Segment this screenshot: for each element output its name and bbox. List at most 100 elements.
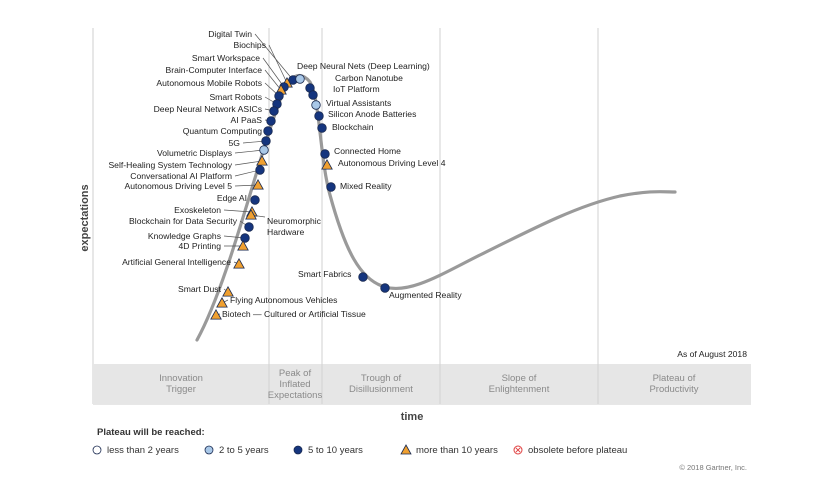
marker-triangle bbox=[210, 308, 222, 320]
legend-item-5-to-10-years: 5 to 10 years bbox=[293, 445, 363, 456]
tech-label: Neuromorphic bbox=[267, 216, 322, 226]
tech-label: Silicon Anode Batteries bbox=[328, 109, 416, 119]
marker-circle bbox=[358, 272, 368, 282]
date-note: As of August 2018 bbox=[677, 349, 747, 359]
tech-blockchain-for-data-security: Blockchain for Data Security bbox=[129, 216, 254, 232]
marker-triangle bbox=[222, 285, 234, 297]
marker-triangle bbox=[216, 296, 228, 308]
tech-label: Quantum Computing bbox=[183, 126, 263, 136]
marker-circle bbox=[240, 233, 250, 243]
phase-label-3: Disillusionment bbox=[349, 384, 413, 395]
legend-label: obsolete before plateau bbox=[528, 445, 627, 456]
tech-label: Smart Workspace bbox=[192, 53, 260, 63]
tech-label: Mixed Reality bbox=[340, 181, 392, 191]
tech-flying-autonomous-vehicles: Flying Autonomous Vehicles bbox=[216, 295, 337, 308]
phase-label-1: Innovation bbox=[159, 373, 203, 384]
tech-label: Volumetric Displays bbox=[157, 148, 232, 158]
tech-label: Smart Dust bbox=[178, 284, 222, 294]
marker-triangle bbox=[252, 178, 264, 190]
leader-line bbox=[234, 160, 263, 166]
tech-label: Conversational AI Platform bbox=[130, 171, 232, 181]
tech-augmented-reality: Augmented Reality bbox=[380, 283, 462, 300]
legend-item-obsolete-before-plateau: obsolete before plateau bbox=[513, 445, 627, 456]
tech-label: Autonomous Driving Level 4 bbox=[338, 158, 446, 168]
y-axis-label: expectations bbox=[79, 184, 91, 251]
tech-label: Autonomous Mobile Robots bbox=[156, 78, 262, 88]
tech-edge-ai: Edge AI bbox=[217, 193, 260, 205]
legend-label: more than 10 years bbox=[416, 445, 498, 456]
tech-iot-platform: IoT Platform bbox=[308, 84, 380, 100]
tech-connected-home: Connected Home bbox=[320, 146, 401, 159]
marker-circle bbox=[250, 195, 260, 205]
tech-smart-dust: Smart Dust bbox=[178, 284, 234, 297]
tech-deep-neural-nets-deep-learning: Deep Neural Nets (Deep Learning) bbox=[295, 61, 430, 84]
leader-line bbox=[264, 69, 282, 91]
tech-smart-fabrics: Smart Fabrics bbox=[298, 269, 368, 282]
phase-label-3: Trough of bbox=[361, 373, 402, 384]
leader-line bbox=[234, 184, 259, 187]
tech-label: Flying Autonomous Vehicles bbox=[230, 295, 337, 305]
tech-label: 4D Printing bbox=[178, 241, 221, 251]
marker-circle bbox=[308, 90, 318, 100]
tech-label: Artificial General Intelligence bbox=[122, 257, 231, 267]
marker-circle bbox=[320, 149, 330, 159]
tech-label: Deep Neural Network ASICs bbox=[154, 104, 262, 114]
legend-marker bbox=[293, 445, 303, 455]
marker-circle bbox=[326, 182, 336, 192]
legend-item-2-to-5-years: 2 to 5 years bbox=[204, 445, 269, 456]
phase-label-4: Enlightenment bbox=[489, 384, 550, 395]
tech-5g: 5G bbox=[229, 136, 271, 148]
marker-circle bbox=[274, 91, 284, 101]
marker-triangle bbox=[233, 257, 245, 269]
tech-label: Self-Healing System Technology bbox=[108, 160, 232, 170]
tech-autonomous-mobile-robots: Autonomous Mobile Robots bbox=[156, 78, 284, 101]
marker-circle bbox=[380, 283, 390, 293]
tech-digital-twin: Digital Twin bbox=[208, 29, 298, 85]
phase-label-5: Productivity bbox=[649, 384, 698, 395]
tech-4d-printing: 4D Printing bbox=[178, 239, 249, 251]
leader-line bbox=[262, 57, 285, 88]
phase-label-2: Expectations bbox=[268, 390, 323, 401]
tech-virtual-assistants: Virtual Assistants bbox=[311, 98, 391, 110]
tech-biotech-cultured-or-artificial-tissue: Biotech — Cultured or Artificial Tissue bbox=[210, 308, 366, 320]
legend: less than 2 years 2 to 5 years 5 to 10 yea… bbox=[92, 444, 627, 456]
tech-knowledge-graphs: Knowledge Graphs bbox=[148, 231, 250, 243]
tech-label: AI PaaS bbox=[230, 115, 262, 125]
tech-mixed-reality: Mixed Reality bbox=[326, 181, 392, 192]
phase-label-5: Plateau of bbox=[653, 373, 696, 384]
legend-item-less-than-2-years: less than 2 years bbox=[92, 445, 179, 456]
tech-label: Exoskeleton bbox=[174, 205, 221, 215]
leader-line bbox=[254, 33, 294, 81]
legend-marker bbox=[400, 444, 412, 455]
marker-circle bbox=[255, 165, 265, 175]
tech-label: Smart Robots bbox=[209, 92, 262, 102]
leader-line bbox=[234, 149, 265, 154]
marker-circle bbox=[259, 145, 269, 155]
marker-circle bbox=[295, 74, 305, 84]
tech-artificial-general-intelligence: Artificial General Intelligence bbox=[122, 257, 245, 269]
tech-label: Hardware bbox=[267, 227, 304, 237]
tech-label: Augmented Reality bbox=[389, 290, 462, 300]
marker-triangle bbox=[245, 208, 257, 220]
tech-autonomous-driving-level-5: Autonomous Driving Level 5 bbox=[125, 178, 264, 191]
marker-triangle bbox=[237, 239, 249, 251]
tech-silicon-anode-batteries: Silicon Anode Batteries bbox=[314, 109, 416, 121]
phase-label-2: Peak of bbox=[279, 368, 312, 379]
tech-conversational-ai-platform: Conversational AI Platform bbox=[130, 165, 265, 181]
marker-circle bbox=[269, 106, 279, 116]
tech-label: Edge AI bbox=[217, 193, 247, 203]
leader-line bbox=[268, 44, 288, 84]
marker-circle bbox=[263, 126, 273, 136]
tech-label: Blockchain for Data Security bbox=[129, 216, 238, 226]
tech-label: Biotech — Cultured or Artificial Tissue bbox=[222, 309, 366, 319]
marker-circle bbox=[261, 136, 271, 146]
tech-label: 5G bbox=[229, 138, 241, 148]
tech-label: IoT Platform bbox=[333, 84, 380, 94]
marker-circle bbox=[266, 116, 276, 126]
tech-self-healing-system-technology: Self-Healing System Technology bbox=[108, 154, 268, 170]
tech-blockchain: Blockchain bbox=[317, 122, 374, 133]
tech-label: Blockchain bbox=[332, 122, 374, 132]
x-axis-label: time bbox=[401, 411, 424, 423]
marker-triangle bbox=[321, 158, 333, 170]
